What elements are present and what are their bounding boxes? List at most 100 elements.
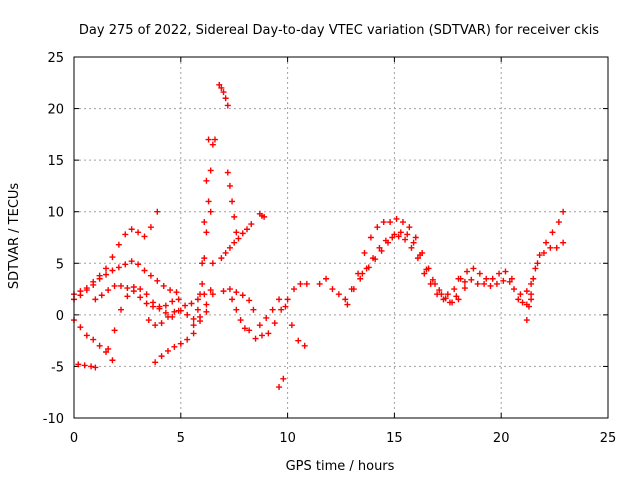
chart-title: Day 275 of 2022, Sidereal Day-to-day VTE… — [79, 23, 599, 38]
data-point — [231, 213, 238, 220]
series-trace-h — [145, 307, 210, 329]
data-point — [152, 359, 159, 366]
data-point — [103, 265, 110, 272]
data-point — [291, 286, 298, 293]
data-point — [523, 288, 530, 295]
data-point — [75, 361, 82, 368]
data-point — [83, 287, 90, 294]
data-point — [523, 317, 530, 324]
series-trace-a — [71, 208, 161, 298]
data-point — [391, 231, 398, 238]
data-point — [269, 306, 276, 313]
data-point — [162, 309, 169, 316]
data-point — [540, 249, 547, 256]
data-point — [530, 275, 537, 282]
data-point — [164, 313, 171, 320]
data-point — [201, 219, 208, 226]
series-trace-s — [276, 375, 287, 391]
data-point — [143, 291, 150, 298]
data-point — [417, 252, 424, 259]
y-tick-label: -10 — [43, 412, 64, 427]
data-point — [560, 208, 567, 215]
series-trace-m — [224, 169, 240, 236]
data-point — [276, 384, 283, 391]
data-point — [231, 239, 238, 246]
data-point — [124, 285, 131, 292]
data-point — [543, 239, 550, 246]
data-point — [216, 81, 223, 88]
data-point — [207, 287, 214, 294]
data-point — [199, 280, 206, 287]
data-point — [387, 219, 394, 226]
data-point — [374, 224, 381, 231]
y-tick-label: 20 — [47, 103, 64, 118]
data-point — [199, 260, 206, 267]
series-trace-x — [455, 275, 513, 289]
x-tick-label: 20 — [493, 431, 510, 446]
data-point — [421, 270, 428, 277]
data-point — [162, 302, 169, 309]
data-point — [218, 255, 225, 262]
y-axis-label: SDTVAR / TECUs — [7, 183, 22, 290]
data-point — [203, 301, 210, 308]
series-trace-t — [316, 215, 445, 303]
data-point — [207, 208, 214, 215]
series-trace-u — [344, 233, 460, 308]
data-point — [282, 303, 289, 310]
data-point — [190, 330, 197, 337]
series-trace-n — [218, 221, 255, 262]
data-point — [92, 364, 99, 371]
x-tick-label: 5 — [177, 431, 185, 446]
data-point — [271, 320, 278, 327]
data-point — [229, 198, 236, 205]
data-point — [103, 271, 110, 278]
plot-frame — [73, 56, 609, 419]
data-point — [194, 296, 201, 303]
data-point — [263, 314, 270, 321]
data-point — [115, 241, 122, 248]
data-point — [111, 282, 118, 289]
data-point — [442, 295, 449, 302]
data-point — [207, 167, 214, 174]
data-point — [226, 182, 233, 189]
data-point — [218, 84, 225, 91]
data-point — [105, 287, 112, 294]
data-point — [220, 89, 227, 96]
data-point — [560, 239, 567, 246]
y-tick-label: 5 — [56, 257, 64, 272]
data-point — [233, 306, 240, 313]
data-point — [235, 235, 242, 242]
data-point — [502, 268, 509, 275]
data-point — [384, 239, 391, 246]
data-point — [261, 213, 268, 220]
data-point — [233, 229, 240, 236]
data-point — [154, 208, 161, 215]
data-point — [205, 198, 212, 205]
data-point — [528, 291, 535, 298]
data-point — [481, 280, 488, 287]
data-point — [288, 322, 295, 329]
data-point — [508, 275, 515, 282]
series-trace-e — [105, 284, 214, 352]
data-point — [175, 296, 182, 303]
data-point — [378, 247, 385, 254]
data-point — [399, 219, 406, 226]
data-point — [476, 270, 483, 277]
data-point — [500, 277, 507, 284]
data-point — [160, 282, 167, 289]
data-point — [528, 280, 535, 287]
data-point — [209, 260, 216, 267]
data-point — [301, 342, 308, 349]
data-point — [171, 308, 178, 315]
data-point — [276, 296, 283, 303]
data-point — [190, 322, 197, 329]
data-point — [316, 280, 323, 287]
data-point — [380, 219, 387, 226]
series-trace-j — [197, 136, 216, 298]
data-point — [297, 280, 304, 287]
data-point — [429, 276, 436, 283]
data-point — [451, 286, 458, 293]
data-point — [147, 224, 154, 231]
data-point — [211, 136, 218, 143]
